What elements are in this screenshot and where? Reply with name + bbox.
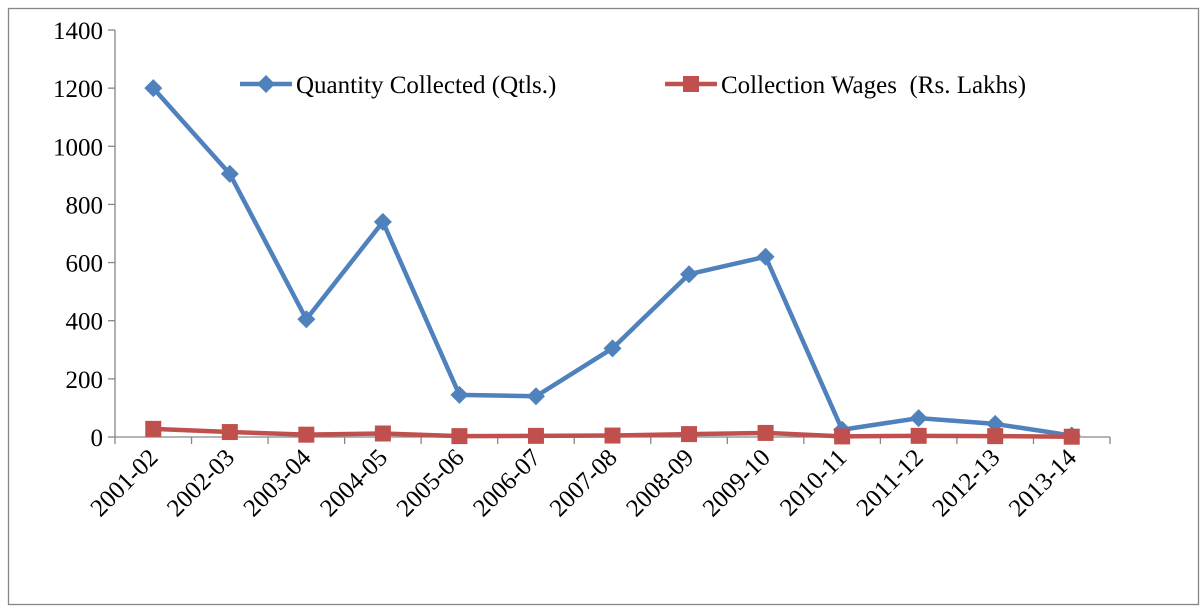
series-marker [757, 424, 774, 441]
series-marker [603, 339, 622, 358]
chart-border [7, 7, 1200, 606]
series-marker [451, 428, 468, 445]
series-marker [909, 409, 928, 428]
legend-marker [683, 76, 699, 92]
series-marker [756, 247, 775, 266]
legend-label: Quantity Collected (Qtls.) [296, 72, 556, 99]
y-tick-label: 0 [91, 425, 104, 452]
y-tick-label: 600 [66, 251, 104, 278]
series-marker [834, 428, 851, 445]
y-tick-label: 400 [66, 309, 104, 336]
series-marker [450, 385, 469, 404]
series-marker [145, 420, 162, 437]
series-marker [144, 79, 163, 98]
series-marker [910, 427, 927, 444]
series-marker [680, 265, 699, 284]
series-marker [373, 212, 392, 231]
series-marker [297, 310, 316, 329]
series-marker [374, 425, 391, 442]
series-marker [526, 387, 545, 406]
series-marker [527, 427, 544, 444]
y-tick-label: 1000 [53, 134, 103, 161]
legend-marker [257, 75, 275, 93]
legend-label: Collection Wages (Rs. Lakhs) [721, 72, 1026, 99]
series-marker [220, 164, 239, 183]
series-marker [987, 428, 1004, 445]
y-tick-label: 1400 [53, 18, 103, 45]
series-marker [1063, 428, 1080, 445]
series-marker [298, 426, 315, 443]
y-tick-label: 800 [66, 192, 104, 219]
y-tick-label: 200 [66, 367, 104, 394]
series-marker [604, 427, 621, 444]
y-tick-label: 1200 [53, 76, 103, 103]
series-marker [681, 426, 698, 443]
series-marker [221, 424, 238, 441]
